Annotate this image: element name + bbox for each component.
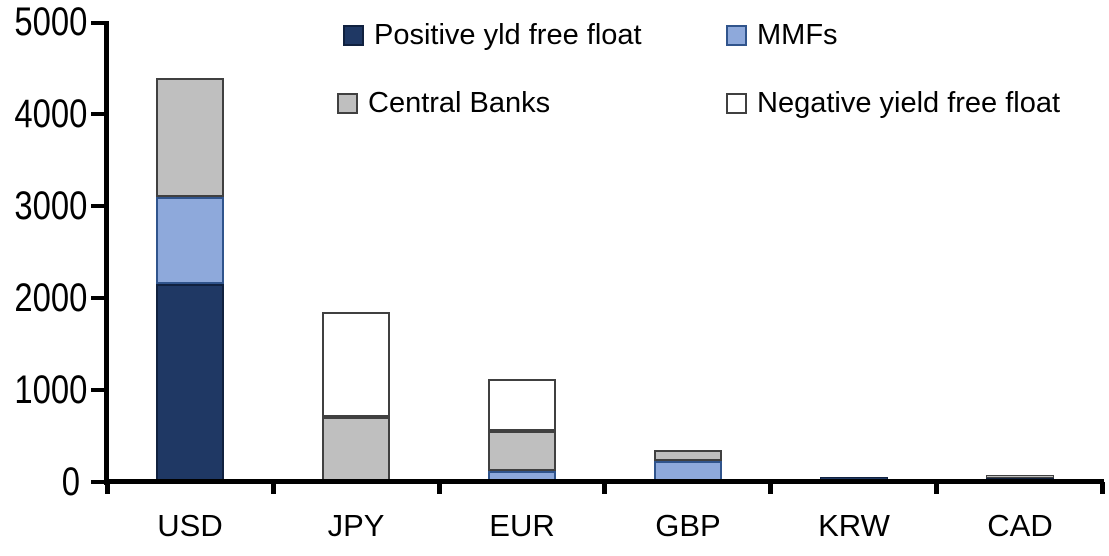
bar-segment-eur-negative-yield-free-float	[488, 378, 556, 431]
x-category-label: USD	[157, 508, 223, 543]
x-axis-tick	[767, 481, 773, 494]
x-axis-tick	[270, 481, 276, 494]
x-axis-tick	[436, 481, 442, 494]
bar-segment-jpy-negative-yield-free-float	[322, 311, 390, 418]
y-axis-tick	[91, 20, 106, 25]
y-axis-tick	[91, 387, 106, 392]
x-category-label: GBP	[655, 508, 721, 543]
bar-segment-jpy-central-banks	[322, 417, 390, 482]
x-axis-tick	[601, 481, 607, 494]
y-axis-tick	[91, 204, 106, 209]
x-category-label: KRW	[818, 508, 890, 543]
legend-item-negative-yield-free-float: Negative yield free float	[726, 85, 1060, 121]
legend-item-central-banks: Central Banks	[337, 85, 550, 121]
bar-segment-usd-mmfs	[156, 196, 224, 285]
y-tick-label: 0	[61, 459, 80, 504]
y-axis-tick	[91, 295, 106, 300]
x-axis-tick	[104, 481, 110, 494]
x-category-label: CAD	[987, 508, 1053, 543]
y-tick-label: 5000	[14, 0, 88, 45]
legend-item-positive-yld-free-float: Positive yld free float	[343, 17, 642, 53]
bar-segment-usd-positive-yld-free-float	[156, 284, 224, 482]
y-axis-line	[104, 20, 109, 485]
bar-segment-usd-central-banks	[156, 77, 224, 197]
legend-label: Central Banks	[368, 87, 551, 119]
bar-segment-eur-central-banks	[488, 431, 556, 472]
y-axis-tick	[91, 112, 106, 117]
bar-segment-cad-central-banks	[986, 475, 1054, 478]
y-tick-label: 1000	[14, 367, 88, 412]
y-tick-label: 2000	[14, 275, 88, 320]
legend-swatch-positive-yld-free-float	[343, 24, 364, 46]
legend-swatch-central-banks	[337, 92, 358, 114]
x-axis-tick	[1099, 481, 1105, 494]
y-tick-label: 3000	[14, 184, 88, 229]
y-axis-tick	[91, 479, 106, 484]
legend-swatch-negative-yield-free-float	[726, 92, 747, 114]
x-category-label: EUR	[489, 508, 555, 543]
legend-label: Negative yield free float	[757, 87, 1061, 119]
legend-swatch-mmfs	[726, 24, 747, 46]
legend-label: Positive yld free float	[374, 19, 642, 51]
x-axis-tick	[933, 481, 939, 494]
legend-label: MMFs	[757, 19, 838, 51]
legend-item-mmfs: MMFs	[726, 17, 838, 53]
y-tick-label: 4000	[14, 92, 88, 137]
bar-segment-gbp-central-banks	[654, 450, 722, 462]
x-category-label: JPY	[327, 508, 385, 543]
